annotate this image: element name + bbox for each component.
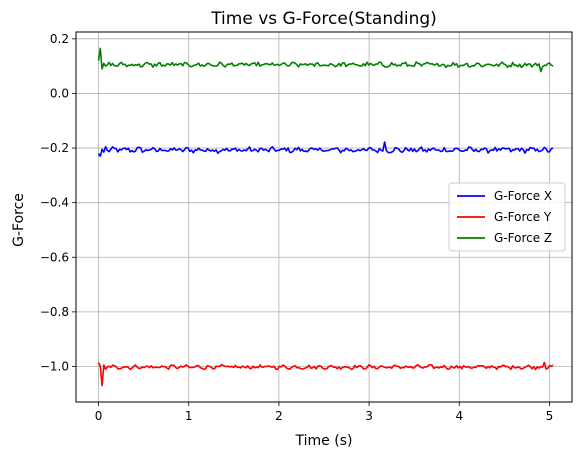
legend: G-Force X G-Force Y G-Force Z bbox=[448, 182, 566, 252]
x-tick-label: 5 bbox=[546, 409, 554, 423]
y-axis-label: G-Force bbox=[11, 193, 27, 247]
x-tick-label: 0 bbox=[95, 409, 103, 423]
series-line-2 bbox=[97, 361, 554, 387]
series-line-1 bbox=[97, 141, 554, 157]
plot-frame bbox=[75, 31, 573, 403]
x-tick-label: 3 bbox=[365, 409, 373, 423]
y-tick-label: −0.4 bbox=[40, 196, 69, 210]
x-tick-label: 1 bbox=[185, 409, 193, 423]
legend-label: G-Force Z bbox=[494, 231, 552, 245]
chart-title: Time vs G-Force(Standing) bbox=[210, 9, 437, 29]
series-line-3 bbox=[97, 47, 554, 73]
x-axis-label: Time (s) bbox=[295, 433, 353, 449]
x-tick-label: 2 bbox=[275, 409, 283, 423]
y-tick-label: −0.6 bbox=[40, 250, 69, 264]
legend-box bbox=[448, 182, 566, 252]
y-tick-label: −1.0 bbox=[40, 360, 69, 374]
legend-label: G-Force Y bbox=[494, 210, 552, 224]
legend-label: G-Force X bbox=[494, 189, 552, 203]
x-tick-label: 4 bbox=[455, 409, 463, 423]
y-tick-label: −0.8 bbox=[40, 305, 69, 319]
series-layer bbox=[97, 47, 554, 387]
y-tick-label: −0.2 bbox=[40, 141, 69, 155]
y-tick-label: 0.2 bbox=[50, 32, 69, 46]
ticks: 0 1 2 3 4 5 −1.0 −0.8 −0.6 −0.4 −0.2 0.0 0.2 bbox=[40, 32, 553, 423]
y-tick-label: 0.0 bbox=[50, 86, 69, 100]
